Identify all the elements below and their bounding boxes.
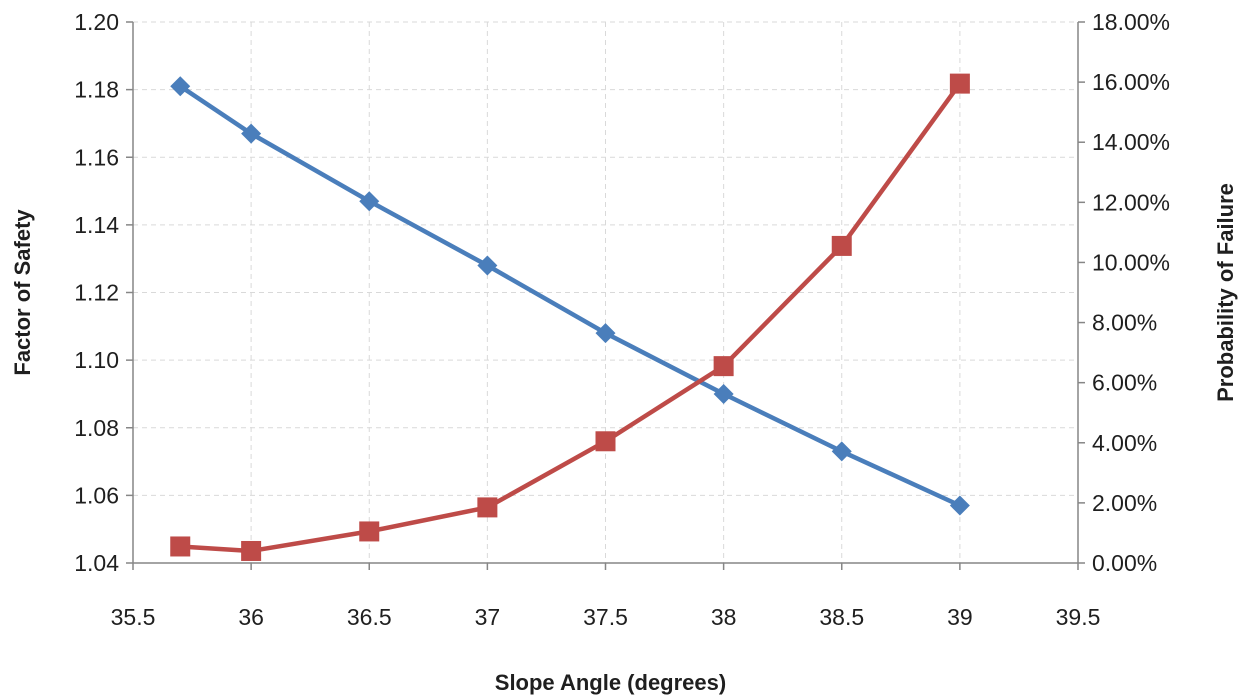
y2-tick-label: 6.00% bbox=[1092, 370, 1157, 396]
x-tick-label: 37 bbox=[475, 604, 501, 630]
y2-tick-label: 18.00% bbox=[1092, 9, 1170, 35]
series-1-point bbox=[831, 235, 852, 256]
series-0-point bbox=[949, 495, 970, 516]
y-tick-label: 1.14 bbox=[74, 212, 119, 238]
y2-tick-label: 0.00% bbox=[1092, 550, 1157, 576]
x-tick-label: 39.5 bbox=[1056, 604, 1101, 630]
y-tick-label: 1.04 bbox=[74, 550, 119, 576]
x-tick-label: 37.5 bbox=[583, 604, 628, 630]
grid bbox=[133, 21, 1078, 563]
axes bbox=[126, 21, 1085, 570]
series-1-point bbox=[595, 431, 616, 452]
series-1-line bbox=[180, 82, 962, 554]
tick-labels: 1.04 1.06 1.08 1.10 1.12 1.14 1.16 1.18 1.20 0.00… bbox=[74, 9, 1170, 630]
x-tick-label: 39 bbox=[947, 604, 973, 630]
y2-tick-label: 4.00% bbox=[1092, 430, 1157, 456]
y-tick-label: 1.08 bbox=[74, 415, 119, 441]
series-1-point bbox=[477, 497, 498, 518]
y2-tick-label: 10.00% bbox=[1092, 249, 1170, 275]
y-tick-label: 1.18 bbox=[74, 77, 119, 103]
series-1-point bbox=[949, 73, 970, 94]
x-tick-label: 38 bbox=[711, 604, 737, 630]
x-tick-label: 36.5 bbox=[347, 604, 392, 630]
y2-axis-title: Probability of Failure bbox=[1213, 183, 1238, 402]
y-axis-title: Factor of Safety bbox=[10, 209, 35, 376]
x-tick-label: 35.5 bbox=[111, 604, 156, 630]
x-tick-label: 38.5 bbox=[819, 604, 864, 630]
series-1-point bbox=[170, 536, 191, 557]
series-0-point bbox=[595, 323, 616, 344]
series-0-point bbox=[831, 441, 852, 462]
x-tick-label: 36 bbox=[238, 604, 264, 630]
x-axis-title: Slope Angle (degrees) bbox=[495, 670, 726, 695]
y-tick-label: 1.16 bbox=[74, 144, 119, 170]
y-tick-label: 1.20 bbox=[74, 9, 119, 35]
y2-tick-label: 12.00% bbox=[1092, 189, 1170, 215]
y-tick-label: 1.12 bbox=[74, 280, 119, 306]
y2-tick-label: 2.00% bbox=[1092, 490, 1157, 516]
series-0-point bbox=[713, 383, 734, 404]
series-1-point bbox=[241, 540, 262, 561]
y-tick-label: 1.10 bbox=[74, 347, 119, 373]
series-0-point bbox=[359, 191, 380, 212]
series-1-point bbox=[359, 521, 380, 542]
y2-tick-label: 8.00% bbox=[1092, 310, 1157, 336]
series-1-point bbox=[713, 356, 734, 377]
series-0-point bbox=[170, 76, 191, 97]
series-0-line bbox=[179, 84, 961, 508]
series-0-point bbox=[241, 123, 262, 144]
y2-tick-label: 16.00% bbox=[1092, 69, 1170, 95]
y2-tick-label: 14.00% bbox=[1092, 129, 1170, 155]
y-tick-label: 1.06 bbox=[74, 482, 119, 508]
series-layer bbox=[170, 73, 970, 561]
series-0-point bbox=[477, 255, 498, 276]
